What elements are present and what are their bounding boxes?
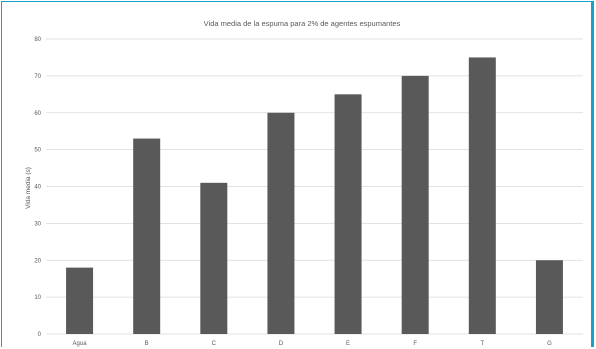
x-tick-label: T (480, 341, 484, 347)
x-tick-label: B (145, 341, 149, 347)
bars (66, 57, 563, 334)
x-tick-label: D (279, 341, 284, 347)
bar-c (200, 182, 228, 334)
x-tick-label: Agua (73, 341, 88, 347)
y-tick-label: 40 (34, 185, 41, 191)
y-tick-label: 60 (34, 111, 41, 117)
y-tick-label: 30 (34, 221, 41, 227)
y-tick-label: 20 (34, 258, 41, 264)
x-tick-label: G (547, 341, 552, 347)
y-tick-label: 50 (34, 148, 41, 154)
bar-b (133, 138, 161, 334)
y-tick-label: 80 (34, 37, 41, 43)
bar-e (334, 94, 362, 334)
x-tick-label: C (212, 341, 217, 347)
bar-g (535, 260, 563, 334)
y-tick-labels: 0 10 20 30 40 50 60 70 80 (34, 37, 41, 338)
x-tick-label: E (346, 341, 350, 347)
x-tick-labels: Agua B C D E F T G (73, 341, 553, 347)
y-axis-label: Vida media (s) (25, 167, 32, 209)
y-tick-label: 10 (34, 295, 41, 301)
chart-title: Vida media de la espuma para 2% de agent… (204, 19, 401, 28)
y-tick-label: 0 (38, 332, 42, 338)
y-tick-label: 70 (34, 74, 41, 80)
bar-t (468, 57, 496, 334)
bar-d (267, 112, 295, 334)
bar-f (401, 75, 429, 334)
gridlines (46, 38, 583, 335)
bar-agua (66, 267, 94, 334)
x-tick-label: F (413, 341, 417, 347)
